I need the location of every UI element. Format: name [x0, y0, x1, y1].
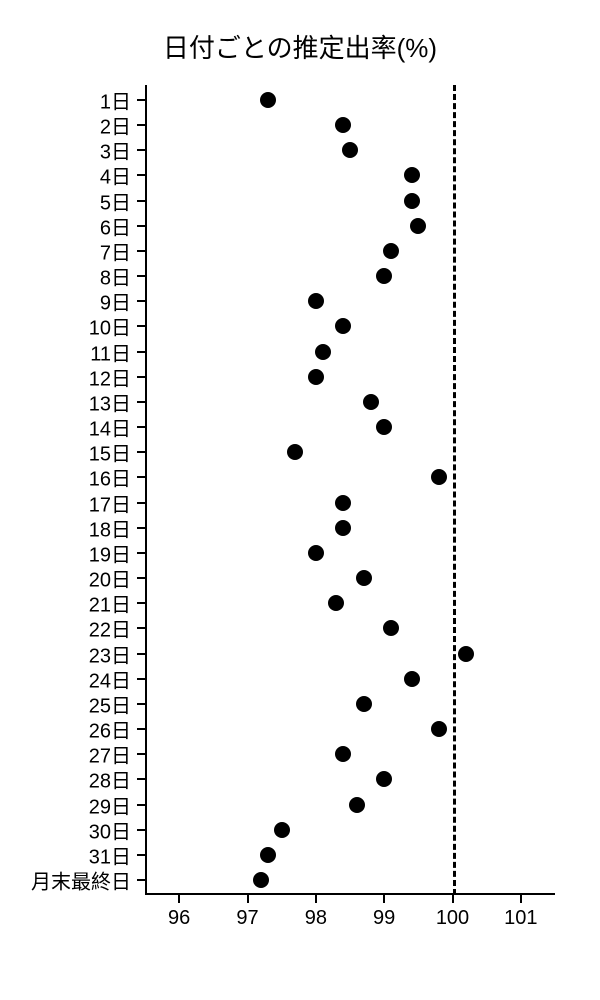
data-point	[335, 117, 351, 133]
y-tick	[137, 879, 145, 881]
y-tick	[137, 577, 145, 579]
data-point	[308, 545, 324, 561]
x-axis-label: 96	[168, 907, 190, 930]
y-tick	[137, 627, 145, 629]
y-tick	[137, 174, 145, 176]
y-tick	[137, 678, 145, 680]
y-tick	[137, 250, 145, 252]
x-axis-label: 98	[305, 907, 327, 930]
data-point	[458, 646, 474, 662]
x-tick	[178, 895, 180, 903]
y-tick	[137, 275, 145, 277]
y-tick	[137, 778, 145, 780]
y-tick	[137, 552, 145, 554]
data-point	[431, 469, 447, 485]
y-tick	[137, 225, 145, 227]
y-tick	[137, 476, 145, 478]
data-point	[328, 595, 344, 611]
y-tick	[137, 728, 145, 730]
y-tick	[137, 854, 145, 856]
x-tick	[315, 895, 317, 903]
data-point	[356, 570, 372, 586]
y-tick	[137, 200, 145, 202]
y-tick	[137, 602, 145, 604]
data-point	[349, 797, 365, 813]
data-point	[431, 721, 447, 737]
data-point	[376, 771, 392, 787]
y-axis-label: 月末最終日	[1, 866, 131, 895]
x-axis-label: 100	[436, 907, 469, 930]
x-tick	[383, 895, 385, 903]
data-point	[404, 193, 420, 209]
y-tick	[137, 502, 145, 504]
y-tick	[137, 351, 145, 353]
y-tick	[137, 804, 145, 806]
data-point	[315, 344, 331, 360]
y-tick	[137, 653, 145, 655]
data-point	[308, 293, 324, 309]
y-tick	[137, 451, 145, 453]
data-point	[363, 394, 379, 410]
data-point	[274, 822, 290, 838]
data-point	[356, 696, 372, 712]
data-point	[376, 268, 392, 284]
x-axis-label: 97	[236, 907, 258, 930]
data-point	[335, 746, 351, 762]
data-point	[335, 318, 351, 334]
reference-line	[453, 85, 456, 895]
plot-area: 1日2日3日4日5日6日7日8日9日10日11日12日13日14日15日16日1…	[145, 85, 555, 895]
chart-title: 日付ごとの推定出率(%)	[0, 28, 600, 65]
data-point	[308, 369, 324, 385]
data-point	[335, 520, 351, 536]
y-tick	[137, 376, 145, 378]
y-tick	[137, 124, 145, 126]
data-point	[260, 847, 276, 863]
x-axis-label: 99	[373, 907, 395, 930]
data-point	[404, 167, 420, 183]
data-point	[410, 218, 426, 234]
x-axis-label: 101	[504, 907, 537, 930]
x-tick	[452, 895, 454, 903]
y-tick	[137, 703, 145, 705]
y-tick	[137, 325, 145, 327]
data-point	[342, 142, 358, 158]
chart-container: 日付ごとの推定出率(%) 1日2日3日4日5日6日7日8日9日10日11日12日…	[0, 0, 600, 1000]
x-tick	[520, 895, 522, 903]
data-point	[376, 419, 392, 435]
y-tick	[137, 426, 145, 428]
y-tick	[137, 401, 145, 403]
y-axis-line	[145, 85, 147, 895]
y-tick	[137, 99, 145, 101]
y-tick	[137, 829, 145, 831]
data-point	[253, 872, 269, 888]
data-point	[260, 92, 276, 108]
x-tick	[247, 895, 249, 903]
data-point	[335, 495, 351, 511]
y-tick	[137, 300, 145, 302]
data-point	[404, 671, 420, 687]
x-axis-line	[145, 893, 555, 895]
data-point	[287, 444, 303, 460]
y-tick	[137, 527, 145, 529]
data-point	[383, 243, 399, 259]
data-point	[383, 620, 399, 636]
y-tick	[137, 753, 145, 755]
y-tick	[137, 149, 145, 151]
